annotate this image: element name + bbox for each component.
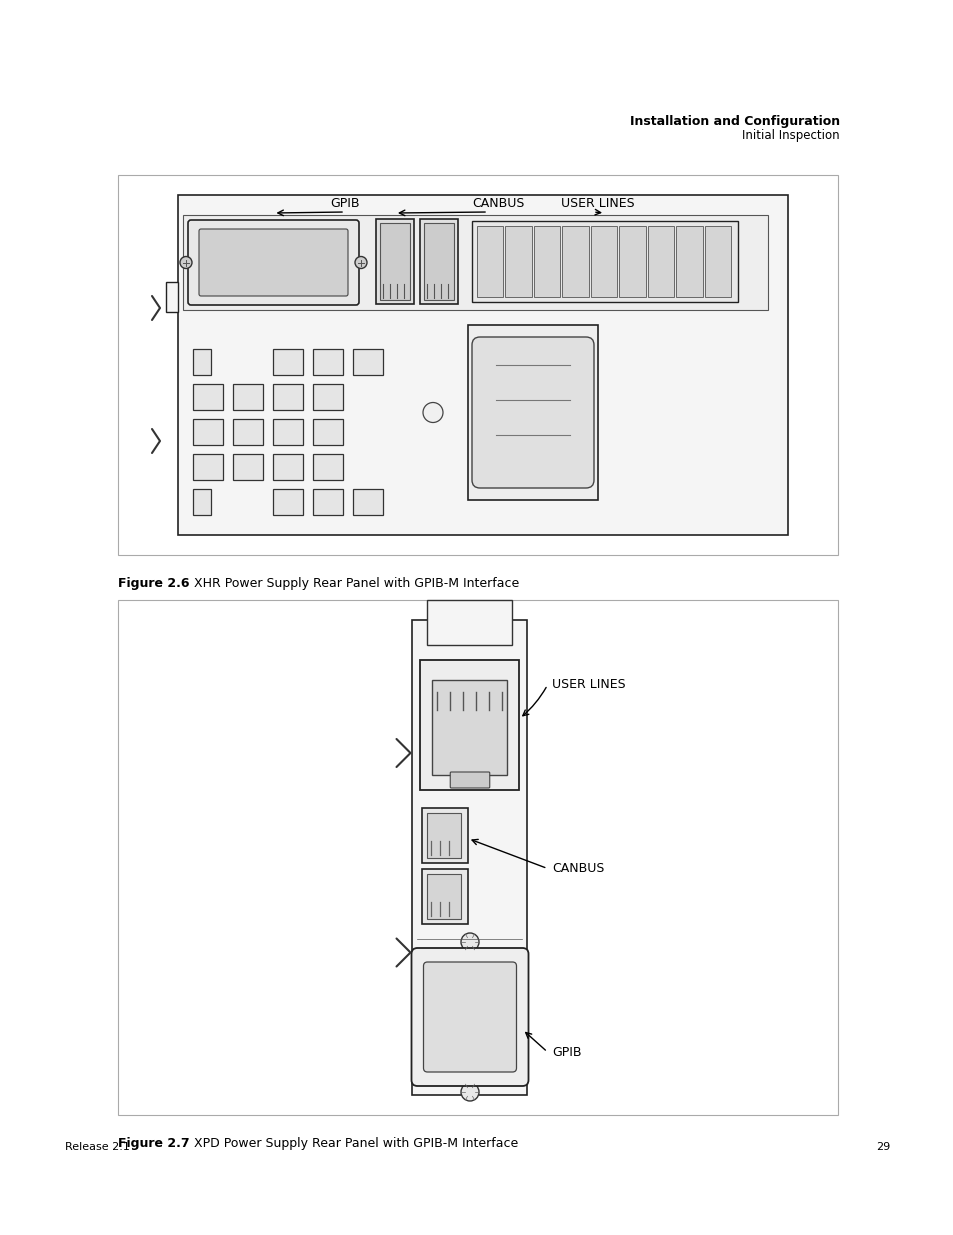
- Bar: [313, 384, 343, 410]
- Text: USER LINES: USER LINES: [560, 198, 634, 210]
- Bar: [178, 195, 787, 535]
- Bar: [193, 489, 211, 515]
- Bar: [193, 419, 223, 445]
- Bar: [676, 226, 701, 296]
- FancyBboxPatch shape: [423, 962, 516, 1072]
- Circle shape: [422, 403, 442, 422]
- Text: GPIB: GPIB: [330, 198, 359, 210]
- Text: Release 2.1: Release 2.1: [65, 1142, 130, 1152]
- Bar: [166, 282, 178, 312]
- Text: 29: 29: [875, 1142, 889, 1152]
- Bar: [423, 224, 454, 300]
- Bar: [427, 600, 512, 645]
- Bar: [313, 419, 343, 445]
- Bar: [353, 350, 382, 375]
- Bar: [273, 489, 303, 515]
- Circle shape: [180, 257, 192, 268]
- Bar: [193, 350, 211, 375]
- Bar: [427, 813, 460, 858]
- Bar: [422, 869, 468, 924]
- FancyBboxPatch shape: [188, 220, 358, 305]
- Bar: [353, 489, 382, 515]
- Bar: [183, 215, 767, 310]
- Bar: [313, 350, 343, 375]
- Bar: [233, 419, 263, 445]
- Bar: [273, 419, 303, 445]
- Bar: [412, 620, 527, 1095]
- Text: Figure 2.7: Figure 2.7: [118, 1137, 190, 1150]
- Bar: [313, 489, 343, 515]
- Bar: [590, 226, 617, 296]
- FancyBboxPatch shape: [199, 228, 348, 296]
- Bar: [534, 226, 559, 296]
- Bar: [427, 874, 460, 919]
- Bar: [193, 454, 223, 480]
- Bar: [419, 219, 457, 304]
- Bar: [233, 384, 263, 410]
- Bar: [118, 600, 837, 1115]
- Bar: [233, 454, 263, 480]
- Text: GPIB: GPIB: [552, 1046, 581, 1058]
- FancyBboxPatch shape: [472, 337, 594, 488]
- Bar: [118, 175, 837, 555]
- Bar: [468, 325, 598, 500]
- Bar: [273, 350, 303, 375]
- Bar: [273, 384, 303, 410]
- Bar: [313, 454, 343, 480]
- Bar: [505, 226, 532, 296]
- Text: Figure 2.6: Figure 2.6: [118, 577, 190, 590]
- FancyBboxPatch shape: [411, 948, 528, 1086]
- Bar: [420, 659, 519, 790]
- Circle shape: [460, 1083, 478, 1100]
- Bar: [432, 680, 507, 776]
- Text: CANBUS: CANBUS: [552, 862, 604, 876]
- Text: CANBUS: CANBUS: [472, 198, 523, 210]
- Bar: [476, 226, 503, 296]
- Bar: [647, 226, 674, 296]
- Circle shape: [460, 932, 478, 951]
- Bar: [472, 221, 738, 303]
- Text: Installation and Configuration: Installation and Configuration: [629, 115, 840, 128]
- Bar: [375, 219, 414, 304]
- Bar: [379, 224, 410, 300]
- Text: Initial Inspection: Initial Inspection: [741, 128, 840, 142]
- Text: USER LINES: USER LINES: [552, 678, 625, 692]
- Bar: [561, 226, 588, 296]
- Text: XHR Power Supply Rear Panel with GPIB-M Interface: XHR Power Supply Rear Panel with GPIB-M …: [186, 577, 518, 590]
- Bar: [273, 454, 303, 480]
- Circle shape: [355, 257, 367, 268]
- FancyBboxPatch shape: [450, 772, 489, 788]
- Bar: [704, 226, 730, 296]
- Bar: [618, 226, 645, 296]
- Text: XPD Power Supply Rear Panel with GPIB-M Interface: XPD Power Supply Rear Panel with GPIB-M …: [186, 1137, 517, 1150]
- Bar: [422, 808, 468, 863]
- Bar: [193, 384, 223, 410]
